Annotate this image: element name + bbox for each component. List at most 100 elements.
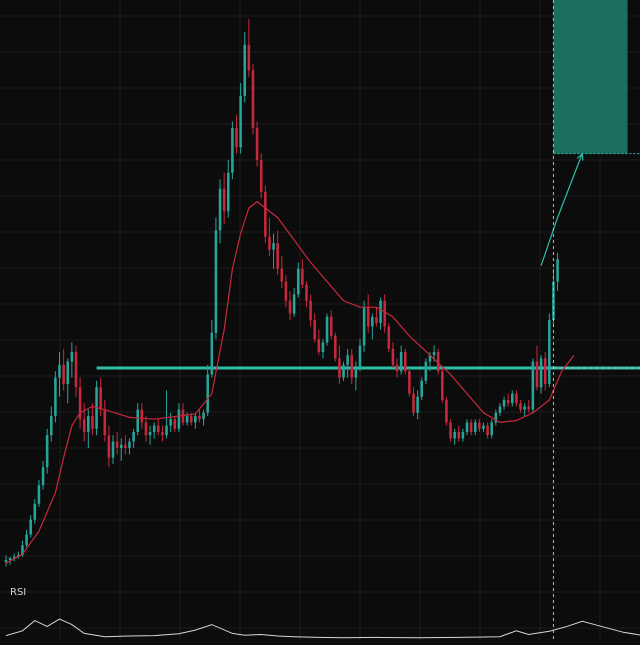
candle-body	[189, 416, 193, 423]
candle-body	[91, 416, 94, 429]
candle-body	[362, 307, 366, 346]
candle-body	[169, 419, 172, 426]
candle-body	[445, 400, 448, 423]
candle-body	[412, 393, 415, 413]
candle-body	[354, 368, 358, 378]
candle-body	[457, 432, 461, 439]
candle-body	[165, 425, 168, 436]
rsi-panel	[5, 618, 640, 639]
candle-body	[185, 416, 189, 423]
candle-body	[284, 281, 288, 301]
candle-body	[338, 358, 341, 378]
candle-body	[494, 412, 498, 423]
candle-body	[12, 556, 16, 559]
candle-body	[198, 416, 201, 420]
candle-body	[296, 268, 300, 295]
candle-body	[173, 419, 177, 429]
candle-body	[272, 243, 275, 250]
candle-body	[548, 320, 551, 384]
candle-body	[70, 352, 74, 362]
projection-arrowhead	[576, 152, 584, 161]
candle-body	[453, 432, 456, 439]
candle-body	[231, 128, 234, 173]
candle-body	[478, 422, 481, 429]
candle-body	[301, 268, 304, 285]
candle-body	[103, 409, 107, 436]
candle-body	[206, 374, 209, 413]
candle-body	[124, 444, 127, 448]
candle-body	[29, 519, 32, 535]
candle-body	[107, 435, 111, 458]
candle-body	[268, 236, 271, 250]
candle-body	[210, 332, 214, 375]
candle-body	[329, 316, 333, 336]
candle-body	[132, 432, 135, 442]
candle-body	[259, 160, 263, 192]
candle-body	[321, 342, 325, 352]
candle-body	[74, 352, 78, 388]
candle-body	[280, 268, 284, 282]
rsi-panel-label: RSI	[10, 587, 26, 598]
candle-body	[473, 422, 477, 432]
candle-body	[502, 400, 506, 407]
candle-body	[8, 558, 12, 560]
candle-body	[58, 364, 61, 378]
candle-body	[539, 358, 543, 388]
candle-body	[222, 188, 226, 212]
candle-body	[276, 243, 279, 269]
candle-body	[515, 393, 518, 404]
candle-body	[519, 403, 522, 410]
candle-body	[50, 416, 53, 436]
candle-body	[33, 503, 37, 520]
candle-body	[247, 44, 251, 71]
candle-body	[235, 128, 238, 148]
candle-body	[21, 545, 24, 555]
candle-body	[461, 432, 465, 439]
candle-body	[292, 294, 296, 314]
candle-body	[346, 355, 349, 365]
candle-body	[37, 485, 41, 504]
candle-body	[264, 192, 267, 237]
candle-body	[543, 358, 547, 384]
candle-body	[4, 560, 8, 562]
candle-body	[490, 422, 493, 436]
candle-body	[313, 320, 316, 340]
candle-body	[556, 259, 559, 282]
candle-body	[119, 444, 123, 448]
candle-body	[194, 416, 197, 423]
candle-body	[243, 44, 247, 96]
candle-body	[375, 316, 378, 324]
candle-body	[82, 419, 86, 432]
candle-body	[511, 393, 514, 404]
candle-body	[325, 316, 329, 343]
candle-body	[358, 345, 362, 368]
candle-body	[420, 380, 424, 397]
candle-body	[161, 432, 164, 436]
candle-body	[136, 409, 139, 432]
candle-body	[202, 412, 205, 420]
candle-body	[111, 441, 115, 458]
candle-body	[25, 534, 28, 546]
candle-body	[366, 307, 370, 327]
candle-body	[486, 425, 489, 436]
candle-body	[214, 230, 218, 333]
candle-body	[309, 300, 312, 320]
candles	[4, 19, 559, 567]
candle-body	[87, 416, 90, 432]
candle-body	[317, 339, 321, 352]
projection-layer	[540, 152, 584, 266]
candle-body	[399, 352, 403, 372]
candle-body	[128, 441, 131, 448]
moving-average-line	[5, 200, 575, 564]
candle-body	[482, 425, 485, 429]
candle-body	[371, 316, 374, 327]
candle-body	[449, 422, 452, 439]
candle-body	[395, 364, 399, 372]
candle-body	[424, 361, 428, 381]
candle-body	[148, 432, 152, 436]
candle-body	[416, 396, 419, 413]
candle-body	[441, 371, 444, 400]
candle-body	[45, 435, 49, 468]
candle-body	[383, 300, 386, 327]
